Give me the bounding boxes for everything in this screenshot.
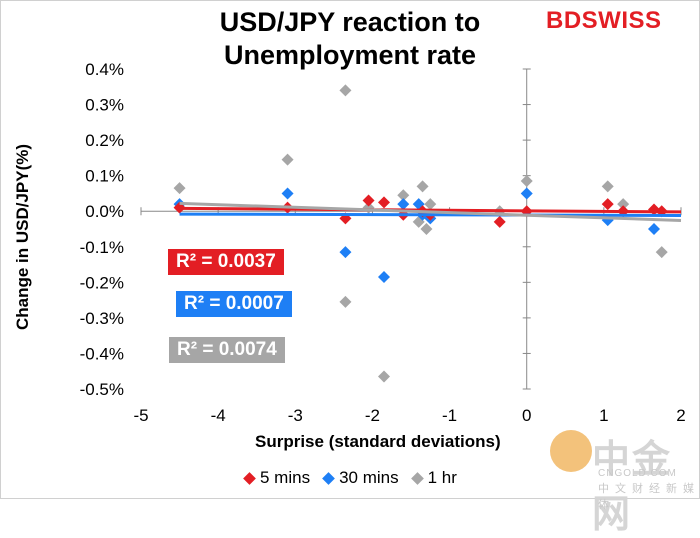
data-point-1-hr [416, 180, 429, 193]
y-tick-label: 0.1% [85, 167, 124, 186]
chart-title: USD/JPY reaction to Unemployment rate [150, 6, 550, 72]
x-tick-label: -5 [133, 406, 148, 425]
y-tick-label: -0.4% [80, 344, 124, 363]
data-point-1-hr [339, 84, 352, 97]
y-tick-label: -0.5% [80, 380, 124, 399]
legend-marker-30-mins [322, 471, 335, 485]
data-point-1-hr [655, 246, 668, 259]
data-point-30-mins [339, 246, 352, 259]
chart-title-line-2: Unemployment rate [223, 40, 477, 70]
x-tick-label: 1 [599, 406, 608, 425]
watermark-cn: 中文财经新媒体 [598, 483, 700, 511]
x-tick-label: -4 [211, 406, 226, 425]
data-point-1-hr [281, 153, 294, 166]
data-point-1-hr [378, 370, 390, 383]
y-tick-label: -0.2% [80, 273, 124, 292]
data-point-1-hr [601, 180, 614, 193]
data-point-30-mins [281, 187, 294, 200]
data-point-30-mins [397, 198, 410, 211]
chart-title-line-1: USD/JPY reaction to [219, 7, 481, 37]
y-axis-label: Change in USD/JPY(%) [8, 144, 38, 330]
y-tick-label: -0.1% [80, 238, 124, 257]
legend-marker-1-hr [410, 471, 424, 485]
data-point-1-hr [397, 189, 410, 202]
data-point-30-mins [648, 223, 660, 235]
legend-label-5-mins: 5 mins [260, 468, 311, 487]
data-point-1-hr [173, 182, 186, 195]
data-point-1-hr [420, 223, 433, 235]
y-tick-label: -0.3% [80, 309, 124, 328]
legend-item-1-hr: 1 hr [410, 468, 457, 488]
cngold-watermark: 中金网 CNGOLD.COM 中文财经新媒体 [550, 428, 700, 536]
chart-legend: 5 mins 30 mins 1 hr [243, 468, 457, 488]
bdswiss-logo: BDSWISS [546, 7, 662, 35]
y-tick-label: 0.0% [85, 202, 124, 221]
trendline-1-hr [179, 201, 682, 222]
x-tick-label: -2 [365, 406, 380, 425]
data-point-30-mins [378, 271, 390, 283]
x-tick-label: -3 [288, 406, 303, 425]
data-point-1-hr [424, 198, 437, 211]
legend-item-30-mins: 30 mins [322, 468, 399, 488]
data-point-5-mins [601, 198, 614, 211]
data-point-30-mins [520, 187, 533, 200]
y-tick-label: 0.4% [85, 60, 124, 79]
legend-item-5-mins: 5 mins [243, 468, 311, 488]
x-tick-label: -1 [442, 406, 457, 425]
r2-label-30-mins: R² = 0.0007 [176, 291, 292, 317]
logo-part-2: SWISS [581, 7, 662, 34]
x-tick-label: 2 [676, 406, 685, 425]
legend-marker-5-mins [243, 471, 256, 485]
x-axis-label: Surprise (standard deviations) [255, 432, 501, 451]
y-axis-label-text: Change in USD/JPY(%) [13, 143, 32, 331]
legend-label-30-mins: 30 mins [339, 468, 399, 487]
watermark-en: CNGOLD.COM [598, 468, 677, 479]
x-tick-label: 0 [522, 406, 531, 425]
logo-part-1: BD [546, 7, 582, 34]
y-tick-label: 0.2% [85, 131, 124, 150]
r2-label-5-mins: R² = 0.0037 [168, 249, 284, 275]
data-point-1-hr [617, 198, 630, 211]
y-tick-label: 0.3% [85, 96, 124, 115]
r2-label-1-hr: R² = 0.0074 [169, 337, 285, 363]
data-point-5-mins [362, 194, 375, 207]
legend-label-1-hr: 1 hr [427, 468, 457, 487]
trendline-30-mins [179, 212, 682, 217]
data-point-5-mins [493, 215, 506, 228]
trendline-5-mins [179, 206, 682, 214]
scatter-plot: -5 -4 -3 -2 -1 0 1 2 0.4% 0.3% 0.2% 0.1% 0.0% -0.1% -0… [80, 60, 686, 425]
watermark-logo-icon [550, 430, 592, 472]
data-point-1-hr [339, 295, 352, 308]
data-point-1-hr [520, 175, 533, 187]
data-point-5-mins [378, 196, 390, 209]
